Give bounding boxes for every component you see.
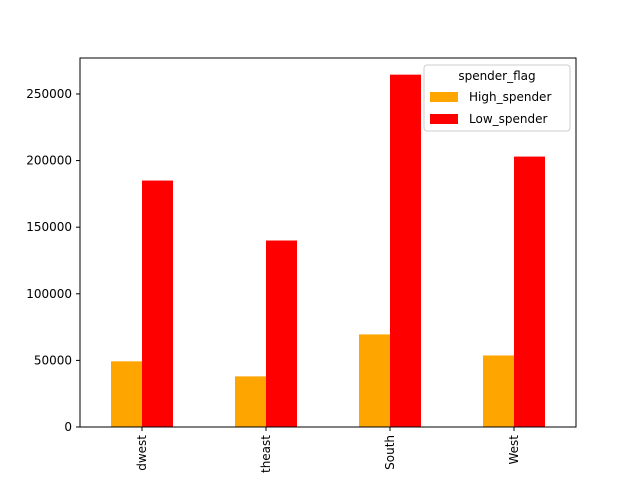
legend-title: spender_flag	[458, 69, 535, 83]
y-tick-label: 50000	[34, 353, 72, 367]
x-tick-label: West	[507, 435, 521, 465]
bar-high_spender-south	[359, 334, 390, 427]
legend-label: High_spender	[469, 90, 551, 104]
bar-low_spender-south	[390, 74, 421, 428]
bar-high_spender-west	[483, 355, 514, 427]
x-tick-label: theast	[259, 435, 273, 473]
y-axis: 0 50000 100000 150000 200000 250000	[26, 87, 80, 434]
plot-frame	[79, 57, 577, 428]
bar-high_spender-midwest	[111, 361, 142, 427]
legend: spender_flag High_spender Low_spender	[423, 64, 571, 132]
y-tick-label: 100000	[26, 287, 72, 301]
y-tick-label: 0	[64, 420, 72, 434]
bars-group	[111, 74, 545, 428]
y-tick-label: 150000	[26, 220, 72, 234]
legend-swatch-high_spender	[430, 92, 458, 102]
legend-box	[423, 64, 571, 132]
bar-low_spender-northeast	[266, 240, 297, 427]
bar-low_spender-midwest	[142, 180, 173, 427]
bar-low_spender-west	[514, 156, 545, 427]
y-tick-label: 250000	[26, 87, 72, 101]
x-axis: dwest theast South West	[135, 427, 521, 473]
y-tick-label: 200000	[26, 154, 72, 168]
legend-swatch-low_spender	[430, 114, 458, 124]
x-tick-label: dwest	[135, 435, 149, 471]
legend-label: Low_spender	[469, 112, 547, 126]
bar-high_spender-northeast	[235, 376, 266, 427]
x-tick-label: South	[383, 435, 397, 470]
